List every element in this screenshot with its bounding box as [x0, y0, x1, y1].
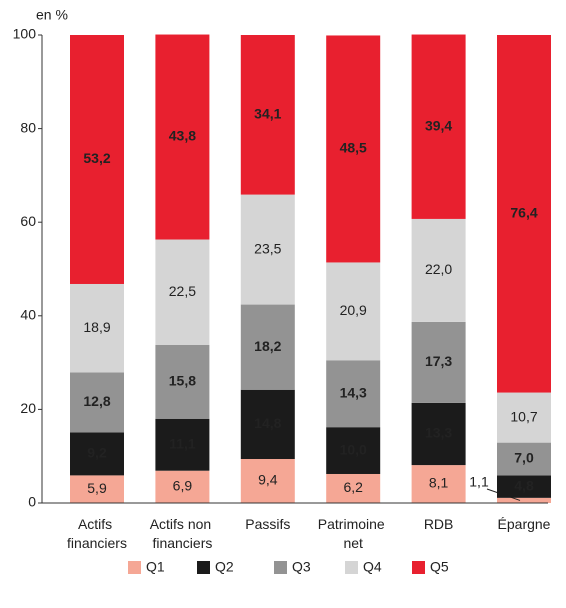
value-label: 18,2: [254, 338, 281, 354]
bar-segment: [155, 239, 210, 345]
bar-segment: [155, 470, 210, 503]
bar-segment: [70, 283, 124, 373]
value-label: 5,9: [87, 480, 107, 496]
bar-segment: [411, 465, 466, 503]
value-label: 11,1: [169, 435, 196, 451]
value-label: 12,8: [83, 393, 110, 409]
bar-segment: [155, 344, 210, 419]
legend-swatch: [412, 561, 425, 574]
value-label: 18,9: [83, 319, 110, 335]
bar-segment: [497, 497, 551, 503]
value-label: 15,8: [169, 372, 196, 388]
value-label: 39,4: [425, 117, 452, 133]
bar-segment: [326, 35, 381, 263]
value-label: 23,5: [254, 240, 281, 256]
value-label: 17,3: [425, 353, 452, 369]
value-label: 53,2: [83, 150, 110, 166]
legend-swatch: [345, 561, 358, 574]
legend-label: Q3: [292, 559, 311, 575]
x-tick-label: Actifs non financiers: [150, 516, 215, 551]
value-label: 48,5: [340, 140, 367, 156]
x-tick-label: Patrimoine net: [318, 516, 389, 551]
bar-segment: [70, 432, 124, 476]
bar-segment: [411, 402, 466, 466]
bar-segment: [240, 459, 295, 503]
value-label: 20,9: [340, 302, 367, 318]
y-tick-label: 0: [28, 494, 36, 510]
value-label: 9,4: [258, 472, 278, 488]
value-label: 14,8: [254, 415, 281, 431]
bar-segment: [497, 442, 551, 476]
bar-segment: [326, 360, 381, 428]
bar-segment: [326, 427, 381, 474]
y-axis-label: en %: [36, 7, 68, 23]
bar-segment: [497, 35, 551, 393]
y-tick-label: 60: [20, 213, 36, 229]
bar-segment: [240, 389, 295, 460]
bar-segment: [326, 473, 381, 503]
bar-segment: [70, 35, 124, 284]
value-label: 10,7: [510, 408, 537, 424]
value-label: 43,8: [169, 128, 196, 144]
x-tick-label: Passifs: [245, 516, 290, 532]
value-label: 22,0: [425, 261, 452, 277]
y-tick-label: 40: [20, 307, 36, 323]
legend-label: Q5: [430, 559, 449, 575]
value-label: 34,1: [254, 105, 281, 121]
value-label: 76,4: [510, 204, 537, 220]
y-tick-label: 100: [13, 26, 37, 42]
y-tick-label: 80: [20, 119, 36, 135]
value-label: 1,1: [469, 474, 489, 490]
x-tick-label: Actifs financiers: [67, 516, 127, 551]
value-label: 6,2: [343, 479, 363, 495]
value-label: 14,3: [340, 384, 367, 400]
value-label: 10,0: [340, 441, 367, 457]
bar-segment: [326, 262, 381, 361]
x-tick-label: Épargne: [498, 516, 551, 532]
value-label: 9,2: [87, 445, 107, 461]
bar-segment: [411, 218, 466, 322]
bar-segment: [240, 194, 295, 305]
bar-segment: [240, 35, 295, 195]
legend-label: Q2: [215, 559, 234, 575]
bar-segment: [497, 392, 551, 443]
bar-segment: [240, 304, 295, 390]
legend-swatch: [128, 561, 141, 574]
legend-label: Q1: [146, 559, 165, 575]
legend-swatch: [274, 561, 287, 574]
bar-segment: [411, 34, 466, 219]
value-label: 7,0: [514, 450, 534, 466]
value-label: 13,3: [425, 425, 452, 441]
bar-segment: [497, 475, 551, 498]
value-label: 22,5: [169, 283, 196, 299]
value-label: 4,8: [514, 477, 534, 493]
y-tick-label: 20: [20, 400, 36, 416]
x-tick-label: RDB: [424, 516, 454, 532]
bar-segment: [70, 475, 124, 503]
bar-segment: [411, 321, 466, 403]
bar-segment: [155, 418, 210, 471]
bar-segment: [155, 34, 210, 240]
bar-segment: [70, 372, 124, 433]
value-label: 8,1: [429, 475, 449, 491]
legend-label: Q4: [363, 559, 382, 575]
value-label: 6,9: [173, 478, 193, 494]
legend-swatch: [197, 561, 210, 574]
